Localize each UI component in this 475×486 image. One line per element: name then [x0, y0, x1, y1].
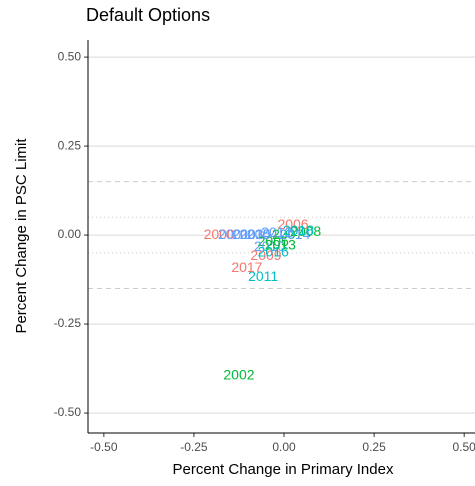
x-tick-label: 0.00	[272, 440, 296, 454]
point-label: 2015	[240, 226, 271, 242]
y-tick-label: 0.00	[58, 227, 82, 241]
point-label: 2005	[258, 233, 289, 249]
point-label: 2009	[250, 247, 281, 263]
chart-title: Default Options	[86, 5, 210, 25]
y-tick-label: -0.50	[54, 405, 82, 419]
point-label: 2012	[261, 224, 292, 240]
point-label: 2002	[223, 367, 254, 383]
y-axis-title: Percent Change in PSC Limit	[13, 138, 30, 334]
point-label: 2001	[218, 226, 249, 242]
point-label: 2010	[254, 238, 285, 254]
x-tick-label: -0.25	[180, 440, 208, 454]
point-label: 2007	[272, 226, 303, 242]
point-label: 2008	[290, 223, 321, 239]
point-label: 2016	[258, 244, 289, 260]
point-label: 2011	[248, 268, 278, 284]
x-tick-label: 0.50	[453, 440, 475, 454]
x-tick-label: 0.25	[362, 440, 386, 454]
point-label: 2004	[247, 226, 278, 242]
y-tick-label: 0.25	[58, 138, 82, 152]
y-tick-label: -0.25	[54, 316, 82, 330]
x-tick-label: -0.50	[90, 440, 118, 454]
point-label: 2006	[277, 216, 308, 232]
point-label: 2003	[232, 226, 263, 242]
point-label: 2018	[283, 222, 314, 238]
point-label: 2013	[265, 236, 296, 252]
y-tick-label: 0.50	[58, 49, 82, 63]
point-label: 2017	[231, 259, 262, 275]
x-axis-title: Percent Change in Primary Index	[173, 461, 394, 478]
point-label: 2000	[204, 226, 235, 242]
point-label: 2014	[279, 226, 310, 242]
